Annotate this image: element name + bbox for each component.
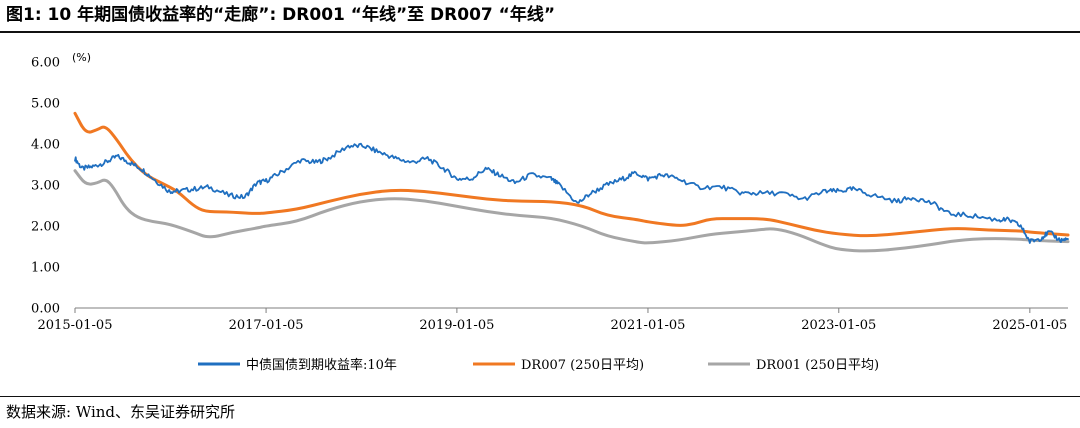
series-line-dr001-ma250 — [73, 169, 1070, 253]
legend: 中债国债到期收益率:10年 DR007 (250日平均) DR001 (250日平均… — [198, 357, 879, 373]
y-tick-label: 2.00 — [31, 220, 60, 235]
x-tick-label: 2025-01-05 — [992, 318, 1067, 333]
y-tick-label: 0.00 — [31, 302, 60, 317]
x-tick-label: 2021-01-05 — [610, 318, 685, 333]
legend-label: DR007 (250日平均) — [521, 358, 644, 373]
legend-item-cgb-10y: 中债国债到期收益率:10年 — [198, 357, 397, 373]
series-lines — [73, 111, 1070, 253]
x-tick-label: 2023-01-05 — [801, 318, 876, 333]
legend-label: 中债国债到期收益率:10年 — [246, 357, 397, 373]
x-tick-label: 2015-01-05 — [38, 318, 113, 333]
y-tick-label: 6.00 — [31, 56, 60, 71]
legend-item-dr001: DR001 (250日平均) — [708, 358, 879, 373]
line-chart: 0.00 1.00 2.00 3.00 4.00 5.00 6.00 (%) 2015-01-… — [31, 51, 1070, 373]
y-tick-label: 5.00 — [31, 97, 60, 112]
source-note: 数据来源: Wind、东吴证券研究所 — [6, 403, 236, 421]
x-tick-label: 2019-01-05 — [419, 318, 494, 333]
y-tick-label: 1.00 — [31, 261, 60, 276]
legend-item-dr007: DR007 (250日平均) — [473, 358, 644, 373]
x-axis: 2015-01-05 2017-01-05 2019-01-05 2021-01-05… — [38, 307, 1068, 333]
legend-label: DR001 (250日平均) — [756, 358, 879, 373]
y-unit-label: (%) — [72, 51, 91, 64]
y-tick-label: 4.00 — [31, 138, 60, 153]
series-line-dr007-ma250 — [73, 111, 1070, 238]
x-tick-label: 2017-01-05 — [229, 318, 304, 333]
y-axis: 0.00 1.00 2.00 3.00 4.00 5.00 6.00 (%) — [31, 51, 91, 317]
series-line-cgb-10y — [74, 142, 1069, 244]
y-tick-label: 3.00 — [31, 179, 60, 194]
bottom-rule — [0, 396, 1080, 397]
top-rule — [0, 31, 1080, 33]
figure-title: 图1: 10 年期国债收益率的“走廊”: DR001 “年线”至 DR007 “… — [6, 5, 556, 25]
